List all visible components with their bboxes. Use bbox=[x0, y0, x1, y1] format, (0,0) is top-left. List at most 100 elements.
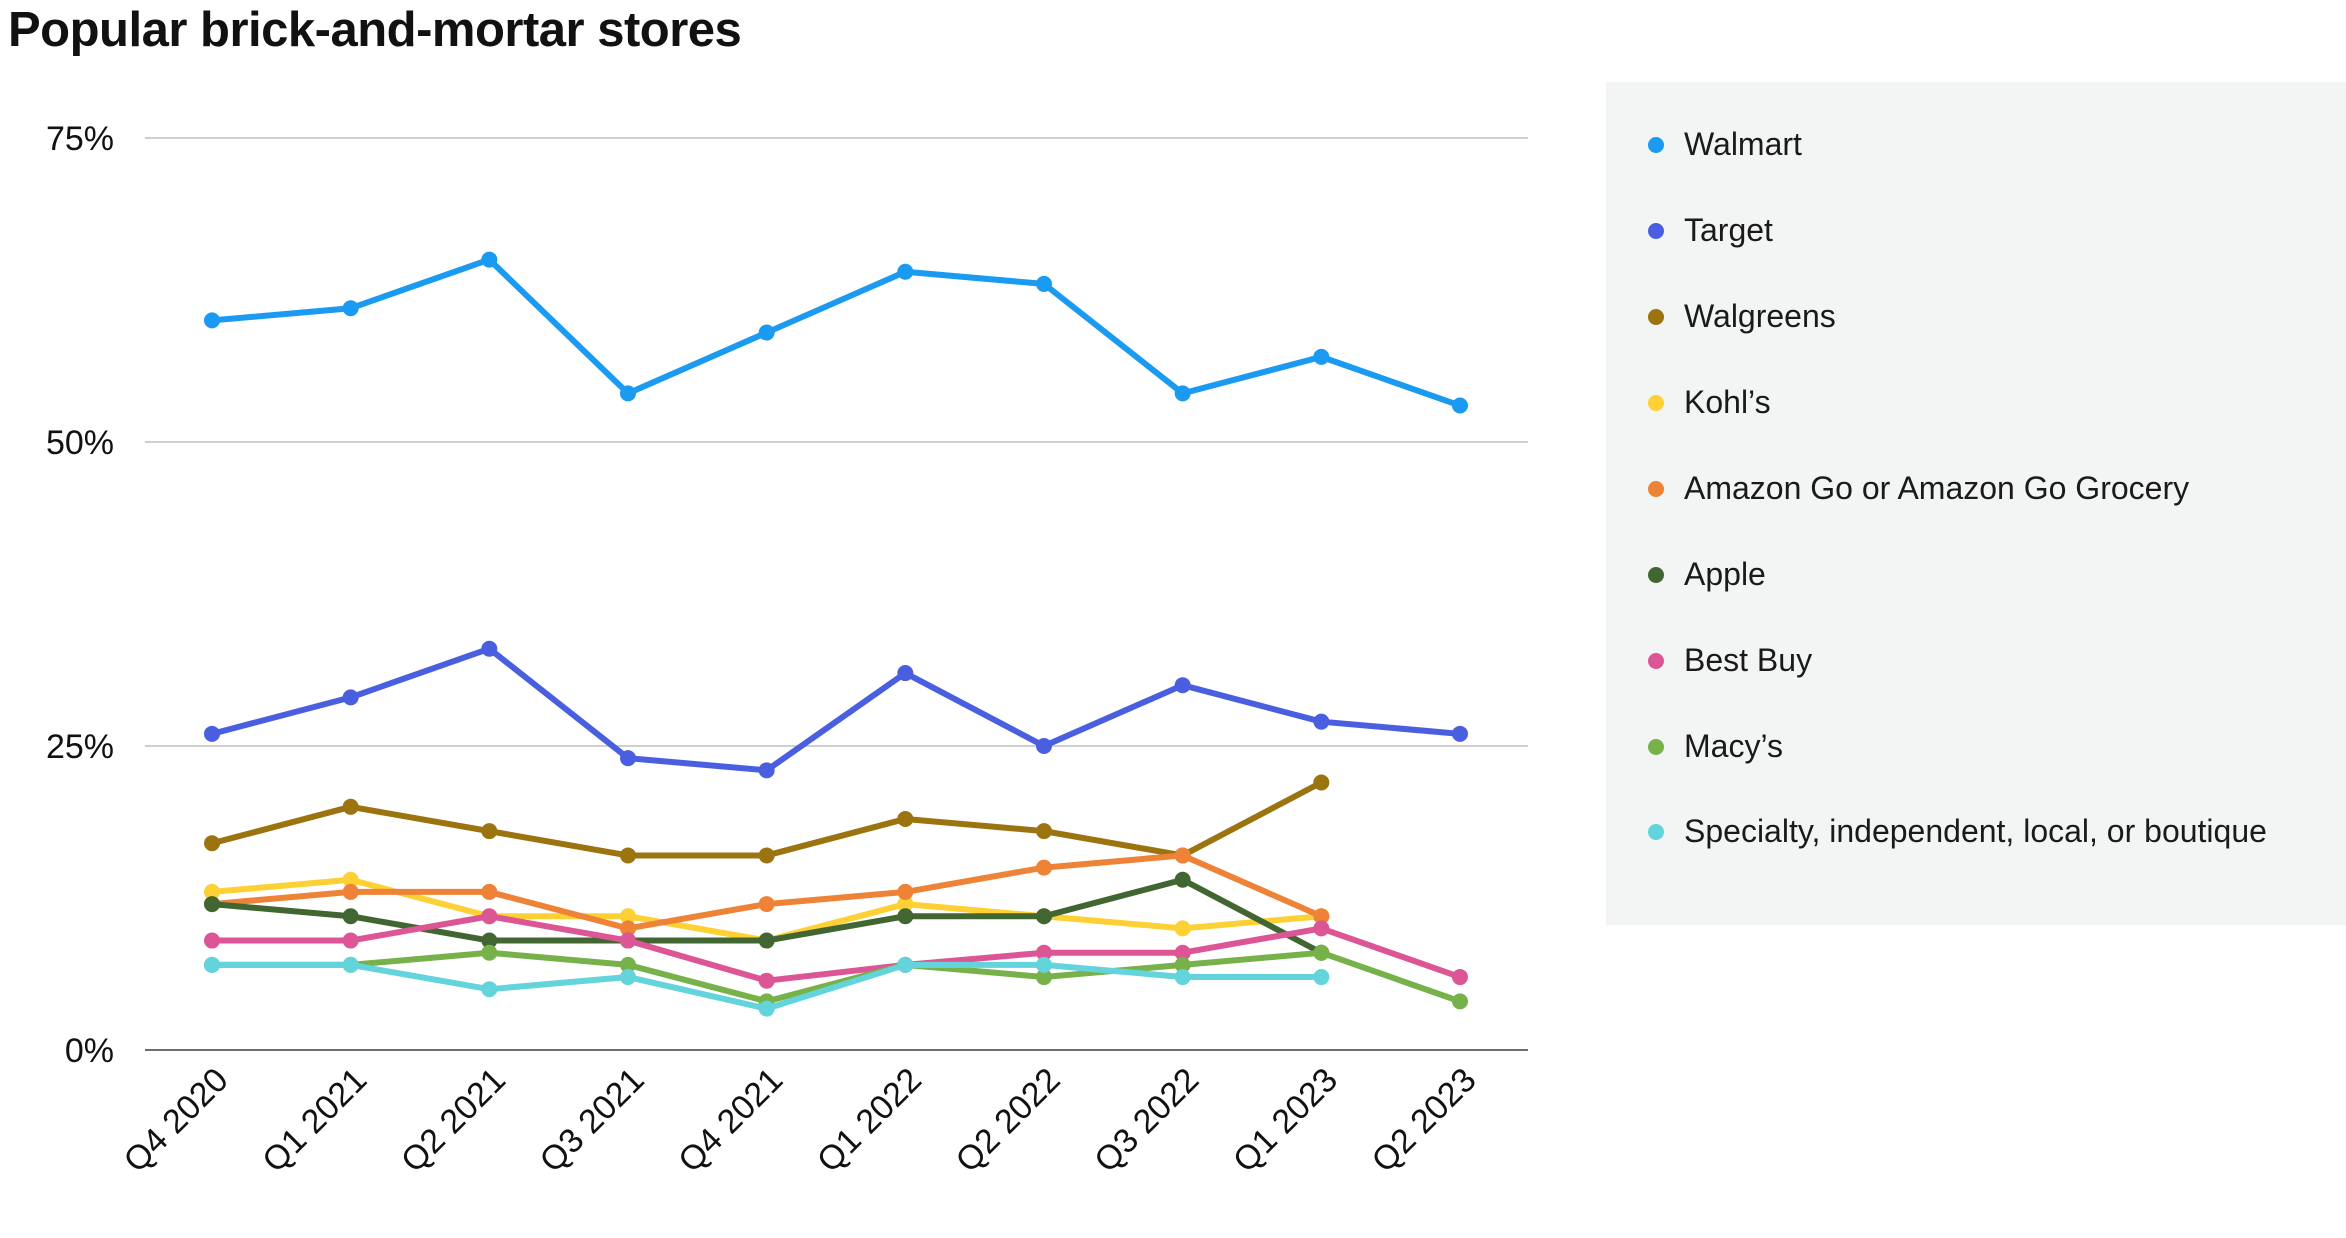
data-point bbox=[1036, 859, 1052, 876]
data-point bbox=[758, 972, 775, 989]
data-point bbox=[342, 689, 359, 706]
legend-item: Apple bbox=[1648, 555, 2284, 593]
series-group bbox=[204, 640, 1468, 779]
series-line bbox=[209, 852, 1325, 932]
legend-marker bbox=[1648, 653, 1664, 669]
data-point bbox=[758, 762, 775, 779]
data-point bbox=[758, 847, 775, 864]
data-point bbox=[342, 908, 359, 925]
legend-marker bbox=[1648, 137, 1664, 153]
data-point bbox=[342, 871, 359, 888]
x-tick-label: Q1 2022 bbox=[810, 1061, 929, 1180]
series-lines bbox=[204, 251, 1468, 1017]
data-point bbox=[204, 312, 220, 329]
data-point bbox=[620, 908, 636, 925]
legend-marker bbox=[1648, 739, 1664, 755]
y-tick-label: 0% bbox=[65, 1032, 114, 1070]
data-point bbox=[1036, 738, 1052, 754]
data-point bbox=[1174, 969, 1191, 986]
data-point bbox=[897, 956, 914, 973]
series-group bbox=[204, 251, 1468, 414]
legend-item: Specialty, independent, local, or boutiq… bbox=[1648, 812, 2284, 850]
y-tick-label: 25% bbox=[46, 728, 114, 766]
data-point bbox=[1174, 847, 1191, 864]
legend-marker bbox=[1648, 567, 1664, 583]
legend-label: Walgreens bbox=[1684, 298, 1836, 334]
data-point bbox=[204, 932, 220, 949]
series-line bbox=[209, 949, 1463, 1005]
data-point bbox=[1452, 397, 1468, 414]
legend-item: Macy’s bbox=[1648, 727, 2284, 765]
legend-label: Apple bbox=[1684, 556, 1766, 592]
legend-label: Kohl’s bbox=[1684, 384, 1771, 420]
x-axis-ticks: Q4 2020 Q1 2021 Q2 2021 Q3 2021 Q4 2021 Q1 20… bbox=[117, 1061, 1484, 1180]
data-point bbox=[1313, 908, 1330, 925]
legend-item: Amazon Go or Amazon Go Grocery bbox=[1648, 469, 2284, 507]
series-group bbox=[204, 956, 1330, 1017]
data-point bbox=[481, 883, 498, 900]
data-point bbox=[1036, 275, 1052, 292]
legend-label: Macy’s bbox=[1684, 728, 1783, 764]
data-point bbox=[620, 385, 636, 402]
series-line bbox=[209, 913, 1463, 984]
data-point bbox=[1174, 944, 1191, 961]
legend-marker bbox=[1648, 223, 1664, 239]
data-point bbox=[1174, 920, 1191, 937]
x-tick-label: Q4 2020 bbox=[117, 1061, 236, 1180]
data-point bbox=[204, 725, 220, 742]
legend-marker bbox=[1648, 824, 1664, 840]
data-point bbox=[1036, 969, 1052, 986]
legend-label: Walmart bbox=[1684, 126, 1802, 162]
x-tick-label: Q2 2023 bbox=[1365, 1061, 1484, 1180]
data-point bbox=[1174, 385, 1191, 402]
legend-label: Target bbox=[1684, 212, 1773, 248]
data-point bbox=[1036, 956, 1052, 973]
data-point bbox=[481, 823, 498, 840]
legend-label: Best Buy bbox=[1684, 642, 1813, 678]
data-point bbox=[897, 810, 914, 827]
x-tick-label: Q3 2021 bbox=[533, 1061, 652, 1180]
data-point bbox=[204, 835, 220, 852]
legend-item: Target bbox=[1648, 211, 2284, 249]
x-tick-label: Q3 2022 bbox=[1087, 1061, 1206, 1180]
y-tick-label: 75% bbox=[46, 120, 114, 158]
legend-marker bbox=[1648, 309, 1664, 325]
data-point bbox=[1174, 871, 1191, 888]
data-point bbox=[481, 932, 498, 949]
data-point bbox=[481, 640, 498, 657]
x-tick-label: Q2 2021 bbox=[394, 1061, 513, 1180]
data-point bbox=[342, 956, 359, 973]
data-point bbox=[620, 847, 636, 864]
data-point bbox=[897, 263, 914, 280]
data-point bbox=[342, 932, 359, 949]
data-point bbox=[758, 896, 775, 913]
data-point bbox=[1452, 993, 1468, 1010]
data-point bbox=[897, 908, 914, 925]
data-point bbox=[1174, 956, 1191, 973]
data-point bbox=[342, 798, 359, 815]
data-point bbox=[897, 883, 914, 900]
data-point bbox=[1174, 677, 1191, 694]
data-point bbox=[204, 956, 220, 973]
x-tick-label: Q1 2023 bbox=[1226, 1061, 1345, 1180]
line-chart: 0% 25% 50% 75% Q4 2020 Q1 2021 Q2 2021 Q3 2021… bbox=[46, 120, 1528, 1180]
data-point bbox=[204, 896, 220, 913]
legend-item: Walmart bbox=[1648, 125, 2284, 163]
data-point bbox=[1313, 348, 1330, 365]
data-point bbox=[1036, 908, 1052, 925]
legend-label: Amazon Go or Amazon Go Grocery bbox=[1684, 470, 2190, 506]
chart-title: Popular brick-and-mortar stores bbox=[8, 3, 742, 57]
data-point bbox=[897, 665, 914, 682]
legend-item: Walgreens bbox=[1648, 297, 2284, 335]
data-point bbox=[1313, 920, 1330, 937]
data-point bbox=[1313, 713, 1330, 730]
data-point bbox=[1313, 969, 1330, 986]
data-point bbox=[1313, 774, 1330, 791]
data-point bbox=[620, 956, 636, 973]
series-line bbox=[209, 645, 1463, 774]
series-line bbox=[209, 779, 1325, 859]
legend-label: Specialty, independent, local, or boutiq… bbox=[1684, 813, 2267, 849]
data-point bbox=[758, 1000, 775, 1017]
y-axis-ticks: 0% 25% 50% 75% bbox=[46, 120, 114, 1070]
data-point bbox=[1452, 725, 1468, 742]
